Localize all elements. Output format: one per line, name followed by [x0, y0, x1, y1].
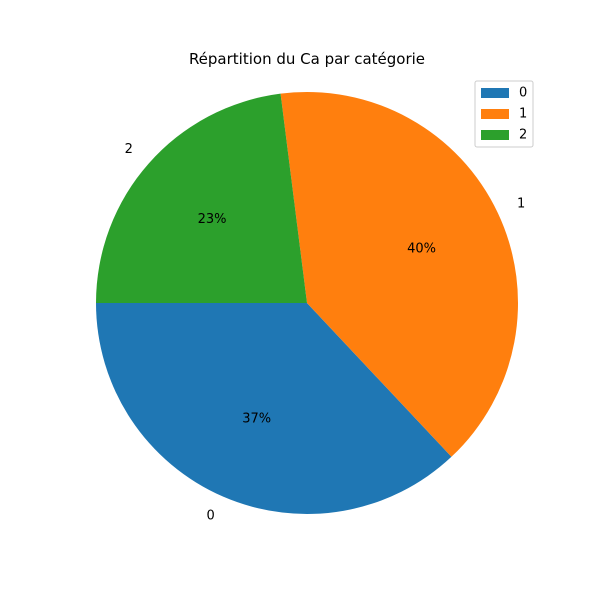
legend-swatch-0 — [481, 88, 509, 98]
pct-label-1: 40% — [407, 242, 436, 257]
chart-title: Répartition du Ca par catégorie — [189, 50, 425, 68]
pie-labels: 0 37% 1 40% 2 23% — [125, 142, 526, 524]
legend: 0 1 2 — [474, 80, 534, 148]
legend-label-0: 0 — [519, 86, 527, 101]
pie-slices — [96, 92, 519, 514]
pie-slice-1 — [280, 92, 519, 457]
legend-swatch-1 — [481, 109, 509, 119]
pct-label-2: 23% — [198, 212, 227, 227]
pie-slice-2 — [96, 93, 307, 304]
pct-label-0: 37% — [242, 412, 271, 427]
legend-label-1: 1 — [519, 107, 527, 122]
slice-label-0: 0 — [207, 509, 215, 524]
legend-label-2: 2 — [519, 128, 527, 143]
slice-label-1: 1 — [517, 197, 525, 212]
slice-label-2: 2 — [125, 142, 133, 157]
legend-swatch-2 — [481, 130, 509, 140]
pie-slice-0 — [96, 303, 452, 514]
